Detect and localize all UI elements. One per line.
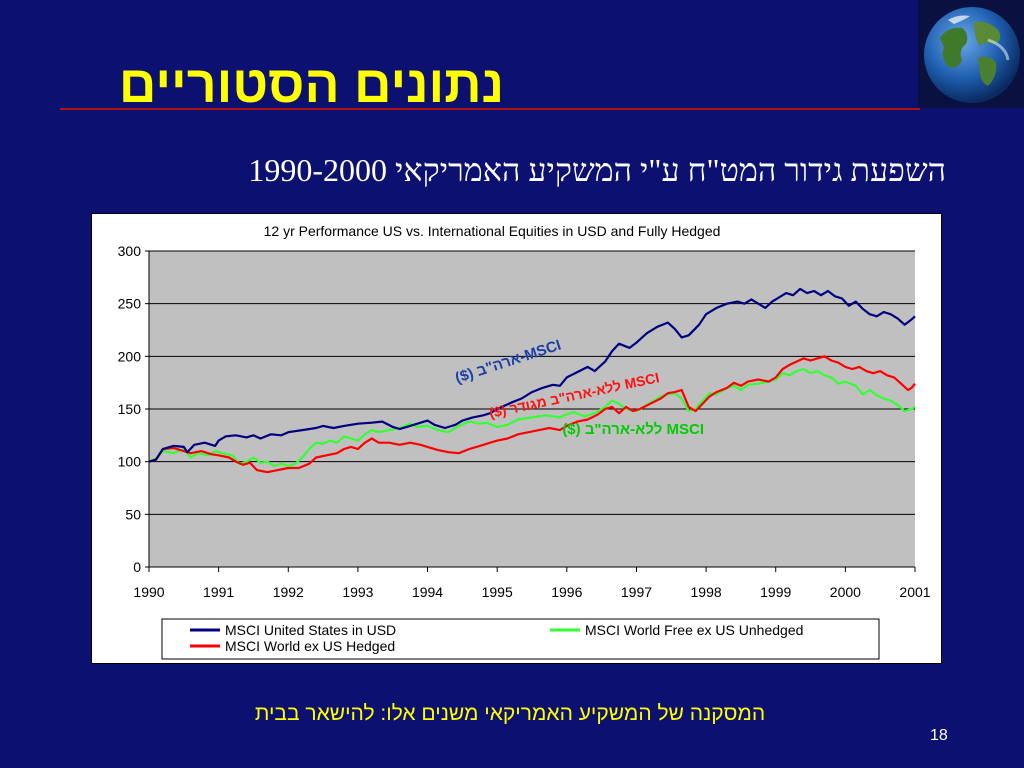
y-tick-label: 100: [118, 454, 142, 470]
series-line-2: [148, 355, 916, 474]
y-tick-label: 50: [125, 506, 141, 522]
title-divider: [60, 108, 920, 110]
earth-globe-icon: [918, 0, 1024, 108]
x-tick-label: 1993: [342, 584, 373, 600]
x-tick-label: 1996: [551, 584, 582, 600]
x-tick-label: 2000: [830, 584, 861, 600]
y-axis: 0 50 100 150 200 250 300: [118, 243, 150, 575]
y-tick-label: 150: [118, 401, 142, 417]
x-tick-label: 1997: [621, 584, 652, 600]
y-tick-label: 0: [133, 559, 141, 575]
slide-subtitle: השפעת גידור המט"ח ע"י המשקיע האמריקאי 19…: [248, 152, 946, 188]
legend-label-us: MSCI United States in USD: [225, 622, 396, 638]
slide-conclusion: המסקנה של המשקיע האמריקאי משנים אלו: להי…: [254, 702, 766, 725]
performance-line-chart: 12 yr Performance US vs. International E…: [118, 223, 931, 660]
x-tick-label: 1994: [412, 584, 443, 600]
y-tick-label: 300: [118, 243, 142, 259]
x-tick-label: 2001: [899, 584, 930, 600]
x-tick-label: 1990: [133, 584, 164, 600]
slide-title: נתונים הסטוריים: [118, 56, 504, 114]
y-tick-label: 250: [118, 296, 142, 312]
legend-label-unhedged: MSCI World Free ex US Unhedged: [585, 622, 803, 638]
series-line-1: [148, 367, 916, 467]
chart-title: 12 yr Performance US vs. International E…: [264, 223, 721, 239]
x-tick-label: 1991: [203, 584, 234, 600]
annotation-unhedged: MSCI ללא-ארה"ב ($): [562, 421, 704, 438]
x-tick-label: 1992: [273, 584, 304, 600]
x-tick-label: 1998: [691, 584, 722, 600]
x-tick-label: 1995: [482, 584, 513, 600]
legend-label-hedged: MSCI World ex US Hedged: [225, 638, 395, 654]
x-tick-label: 1999: [760, 584, 791, 600]
x-axis: 1990 1991 1992 1993 1994 1995 1996 1997 1998 1999…: [133, 566, 931, 600]
legend: MSCI United States in USD MSCI World Fre…: [161, 618, 880, 660]
series-line-0: [148, 287, 916, 463]
page-number: 18: [930, 727, 948, 744]
chart-container: 12 yr Performance US vs. International E…: [91, 213, 942, 664]
y-tick-label: 200: [118, 348, 142, 364]
series-lines: [148, 287, 916, 474]
